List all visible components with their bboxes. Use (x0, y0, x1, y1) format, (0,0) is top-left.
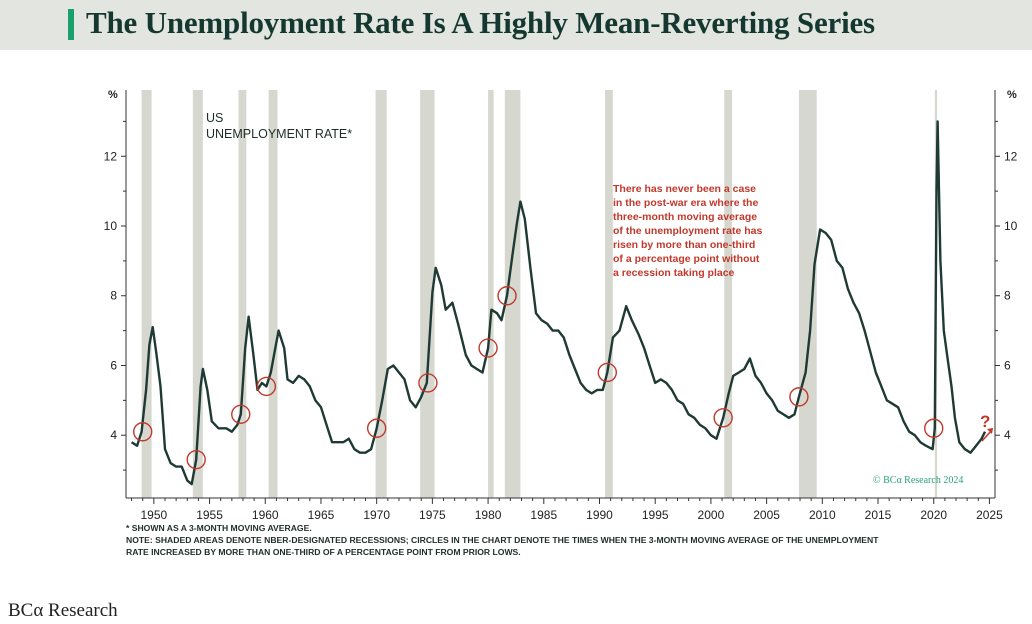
rise-circles (133, 286, 944, 470)
annotation-text: There has never been a case in the post-… (613, 183, 763, 279)
question-mark: ? (980, 412, 990, 431)
page-title: The Unemployment Rate Is A Highly Mean-R… (86, 5, 875, 40)
y-tick-label-right: 12 (1004, 149, 1018, 163)
recession-band (141, 90, 152, 498)
x-tick-label: 1965 (308, 508, 335, 522)
rise-circle-marker (497, 286, 517, 306)
recession-band (238, 90, 247, 498)
left-axis-unit: % (108, 89, 118, 101)
recession-band (798, 90, 817, 498)
rise-circle-marker (789, 387, 809, 407)
brand-logo-text: BCα Research (8, 600, 118, 621)
x-tick-label: 2010 (809, 508, 836, 522)
footnote-line-3: RATE INCREASED BY MORE THAN ONE-THIRD OF… (126, 547, 521, 557)
footnote-line-2: NOTE: SHADED AREAS DENOTE NBER-DESIGNATE… (126, 535, 879, 545)
x-tick-label: 1995 (642, 508, 669, 522)
right-axis-unit: % (1007, 89, 1017, 101)
x-tick-label: 1990 (586, 508, 613, 522)
y-tick-label-left: 6 (110, 358, 117, 372)
question-arrow-head (987, 428, 993, 434)
recession-band (724, 90, 733, 498)
unemployment-series-line (130, 120, 987, 486)
recession-bands (141, 90, 938, 498)
y-tick-label-right: 6 (1004, 358, 1011, 372)
footnotes: * SHOWN AS A 3-MONTH MOVING AVERAGE. NOT… (126, 522, 878, 558)
rise-circle-marker (478, 338, 498, 358)
rise-circle-marker (418, 373, 438, 393)
annotation-line-7: a recession taking place (613, 267, 735, 279)
x-tick-label: 1985 (530, 508, 557, 522)
y-tick-label-right: 10 (1004, 219, 1018, 233)
y-tick-label-left: 4 (110, 428, 117, 442)
y-tick-label-right: 4 (1004, 428, 1011, 442)
rise-circle-marker (713, 408, 733, 428)
recession-band (504, 90, 521, 498)
recession-band (375, 90, 387, 498)
annotation-line-1: There has never been a case (613, 183, 756, 195)
series-label-line-2: UNEMPLOYMENT RATE* (206, 127, 352, 141)
title-accent-bar (68, 9, 74, 40)
x-tick-label: 2005 (753, 508, 780, 522)
annotation-line-2: in the post-war era where the (613, 197, 758, 209)
x-tick-label: 2020 (920, 508, 947, 522)
recession-band (488, 90, 494, 498)
rise-circle-marker (256, 376, 277, 397)
rise-circle-marker (924, 418, 944, 438)
annotation-line-4: of the unemployment rate has (613, 225, 763, 237)
axes (125, 90, 996, 499)
x-tick-label: 1980 (475, 508, 502, 522)
x-tick-label: 2015 (865, 508, 892, 522)
x-tick-label: 1970 (363, 508, 390, 522)
y-tick-label-left: 12 (104, 149, 118, 163)
series-label-line-1: US (206, 111, 223, 125)
title-bar: The Unemployment Rate Is A Highly Mean-R… (0, 0, 1032, 50)
recession-band (605, 90, 613, 498)
rise-circle-marker (597, 362, 617, 383)
unemployment-chart: 1950 1955 1960 1965 1970 1975 1980 1985 1990 1995… (104, 89, 1018, 522)
recession-band (420, 90, 435, 498)
copyright-text: © BCα Research 2024 (873, 475, 963, 486)
annotation-line-5: risen by more than one-third (613, 239, 755, 251)
x-tick-label: 2025 (976, 508, 1003, 522)
x-tick-label: 1975 (419, 508, 446, 522)
x-tick-label: 1955 (196, 508, 223, 522)
y-tick-label-left: 10 (104, 219, 118, 233)
x-tick-label: 2000 (698, 508, 725, 522)
recession-band (268, 90, 278, 498)
rise-circle-marker (366, 418, 387, 438)
annotation-line-3: three-month moving average (613, 211, 757, 223)
tick-marks: 1950 1955 1960 1965 1970 1975 1980 1985 1990 1995… (104, 120, 1018, 522)
footnote-line-1: * SHOWN AS A 3-MONTH MOVING AVERAGE. (126, 523, 312, 533)
rise-circle-marker (186, 449, 206, 470)
y-tick-label-left: 8 (110, 289, 117, 303)
x-tick-label: 1950 (141, 508, 168, 522)
rise-circle-marker (133, 422, 153, 442)
annotation-line-6: of a percentage point without (613, 253, 760, 265)
y-tick-label-right: 8 (1004, 289, 1011, 303)
rise-circle-marker (231, 404, 251, 425)
recession-band (192, 90, 203, 498)
x-tick-label: 1960 (252, 508, 279, 522)
